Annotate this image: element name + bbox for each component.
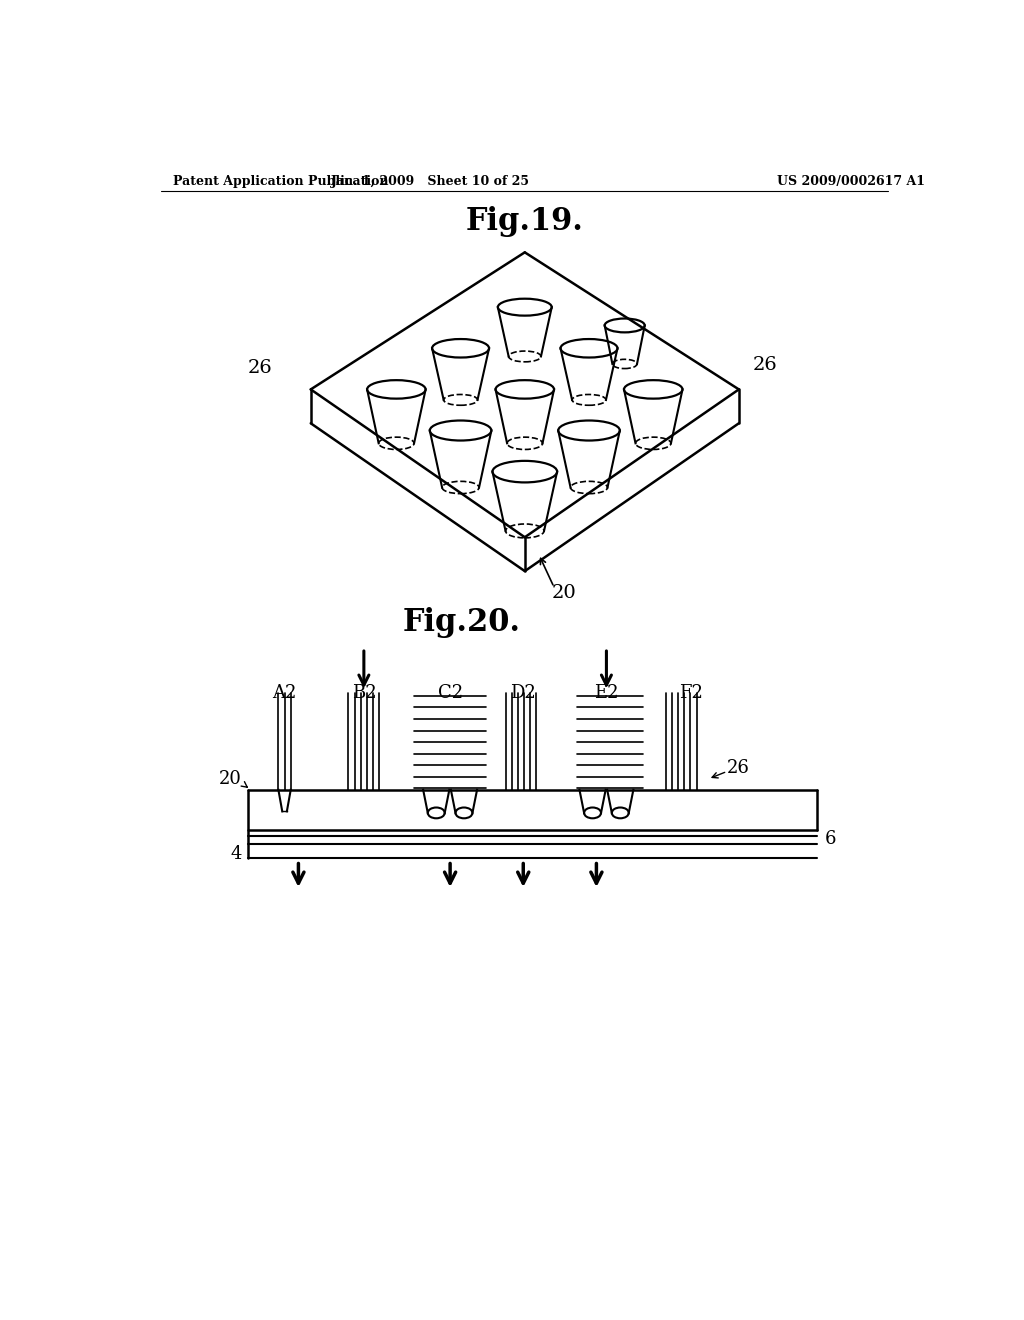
Text: Patent Application Publication: Patent Application Publication [173,176,388,189]
Text: 26: 26 [248,359,272,376]
Text: C2: C2 [437,684,463,701]
Text: D2: D2 [510,684,537,701]
Text: E2: E2 [594,684,618,701]
Text: B2: B2 [351,684,376,701]
Text: Fig.20.: Fig.20. [402,607,520,638]
Text: Fig.19.: Fig.19. [466,206,584,238]
Text: 6: 6 [825,830,837,847]
Text: 26: 26 [727,759,751,777]
Text: 20: 20 [552,583,577,602]
Text: A2: A2 [272,684,297,701]
Text: F2: F2 [679,684,703,701]
Text: US 2009/0002617 A1: US 2009/0002617 A1 [777,176,926,189]
Text: Jan. 1, 2009   Sheet 10 of 25: Jan. 1, 2009 Sheet 10 of 25 [332,176,530,189]
Text: 4: 4 [230,845,242,863]
Text: 26: 26 [753,356,777,374]
Text: 20: 20 [218,771,242,788]
